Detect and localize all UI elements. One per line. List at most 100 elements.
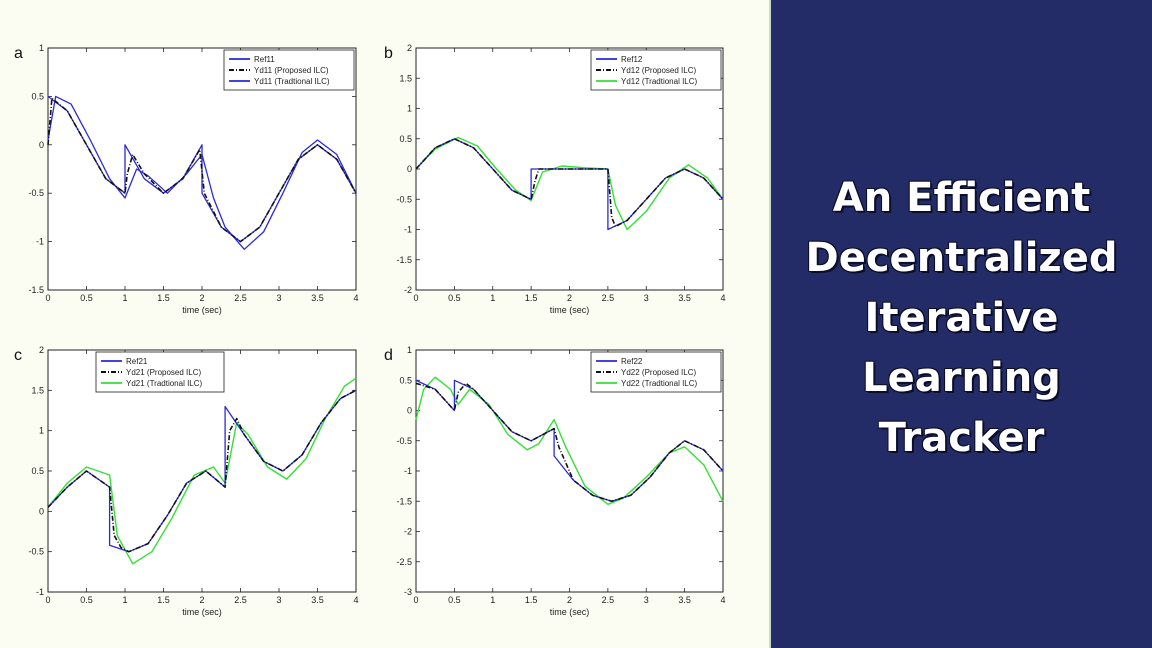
subplot-b: 0 0.5 1 1.5 2 2.5 3 3.5 4 -2 -1.5 -1 -0.5 0 0.5 1 1.5 2 ti… (384, 43, 726, 315)
y-tick-label: 0 (407, 164, 412, 174)
x-tick-label: 1.5 (525, 293, 538, 303)
x-tick-label: 3 (276, 293, 281, 303)
y-tick-label: -1 (404, 466, 412, 476)
legend-label: Yd21 (Proposed ILC) (126, 368, 201, 377)
x-tick-label: 1.5 (157, 293, 170, 303)
legend-label: Ref22 (621, 357, 643, 366)
legend-label: Yd11 (Proposed ILC) (254, 66, 329, 75)
legend-box (223, 49, 355, 91)
x-axis-label: time (sec) (550, 607, 590, 617)
x-tick-label: 0 (413, 293, 418, 303)
x-tick-label: 0 (413, 595, 418, 605)
x-axis-label: time (sec) (182, 305, 222, 315)
x-tick-label: 1 (122, 293, 127, 303)
y-tick-label: 1.5 (399, 73, 412, 83)
headline-line-5: Tracker (878, 415, 1045, 461)
y-tick-label: -1.5 (396, 255, 412, 265)
x-tick-label: 2.5 (602, 595, 615, 605)
panel-letter: c (14, 347, 22, 364)
x-tick-label: 3.5 (678, 293, 691, 303)
legend: Ref12 Yd12 (Proposed ILC) Yd12 (Tradtional… (590, 49, 722, 91)
legend-label: Ref12 (621, 55, 643, 64)
y-tick-label: 1.5 (31, 385, 44, 395)
x-tick-label: 0 (45, 293, 50, 303)
x-tick-label: 3.5 (678, 595, 691, 605)
x-tick-label: 4 (353, 293, 358, 303)
y-tick-label: 0 (39, 140, 44, 150)
y-tick-label: 2 (407, 43, 412, 53)
subplot-c: 0 0.5 1 1.5 2 2.5 3 3.5 4 -1 -0.5 0 0.5 1 1.5 2 time (se… (14, 345, 359, 617)
x-tick-label: 3 (644, 293, 649, 303)
y-tick-label: 0.5 (31, 91, 44, 101)
series-line-3 (47, 377, 357, 565)
x-tick-label: 3 (276, 595, 281, 605)
y-tick-label: 0 (39, 506, 44, 516)
x-tick-label: 0.5 (448, 293, 461, 303)
y-tick-label: 0.5 (399, 375, 412, 385)
y-tick-label: -2.5 (396, 557, 412, 567)
headline-line-1: An Efficient (832, 175, 1091, 221)
legend-label: Yd21 (Tradtional ILC) (126, 379, 203, 388)
x-tick-label: 2 (199, 293, 204, 303)
legend-label: Yd12 (Tradtional ILC) (621, 77, 698, 86)
legend: Ref22 Yd22 (Proposed ILC) Yd22 (Tradtional… (590, 351, 722, 393)
x-tick-label: 1 (490, 595, 495, 605)
x-tick-label: 2 (567, 293, 572, 303)
y-tick-label: -0.5 (396, 194, 412, 204)
series-line-2 (415, 138, 724, 228)
legend-label: Yd11 (Tradtional ILC) (254, 77, 330, 86)
legend-box (590, 351, 722, 393)
x-tick-label: 0.5 (448, 595, 461, 605)
series-line-3 (415, 136, 724, 231)
x-tick-label: 2.5 (602, 293, 615, 303)
y-tick-label: 1 (407, 104, 412, 114)
x-axis-label: time (sec) (182, 607, 222, 617)
headline-line-2: Decentralized (805, 235, 1118, 281)
headline-line-4: Learning (862, 355, 1061, 401)
x-tick-label: 1.5 (157, 595, 170, 605)
x-tick-label: 1 (490, 293, 495, 303)
legend-label: Yd12 (Proposed ILC) (621, 66, 696, 75)
legend-label: Ref21 (126, 357, 148, 366)
y-tick-label: -2 (404, 527, 412, 537)
legend: Ref11 Yd11 (Proposed ILC) Yd11 (Tradtional… (223, 49, 355, 91)
x-tick-label: 3 (644, 595, 649, 605)
y-tick-label: -1 (36, 237, 44, 247)
series-line-2 (47, 97, 357, 243)
legend-box (95, 351, 225, 393)
x-tick-label: 3.5 (311, 595, 324, 605)
subplot-a: 0 0.5 1 1.5 2 2.5 3 3.5 4 -1.5 -1 -0.5 0 0.5 1 time (se… (14, 43, 359, 315)
y-tick-label: 1 (407, 345, 412, 355)
x-tick-label: 0 (45, 595, 50, 605)
panel-divider (769, 0, 771, 648)
y-tick-label: 1 (39, 43, 44, 53)
subplot-d: 0 0.5 1 1.5 2 2.5 3 3.5 4 -3 -2.5 -2 -1.5 -1 -0.5 0 0.5 1… (384, 345, 726, 617)
y-tick-label: -1 (404, 225, 412, 235)
x-tick-label: 2 (567, 595, 572, 605)
x-tick-label: 4 (353, 595, 358, 605)
x-tick-label: 2.5 (234, 293, 247, 303)
legend-label: Yd22 (Proposed ILC) (621, 368, 696, 377)
series-line-2 (415, 382, 724, 503)
headline-line-3: Iterative (864, 295, 1059, 341)
panel-letter: d (384, 347, 393, 364)
y-tick-label: -1.5 (28, 285, 44, 295)
y-tick-label: -1.5 (396, 496, 412, 506)
x-tick-label: 3.5 (311, 293, 324, 303)
figure-subplots: 0 0.5 1 1.5 2 2.5 3 3.5 4 -1.5 -1 -0.5 0 0.5 1 time (se… (14, 43, 726, 617)
x-tick-label: 4 (720, 595, 725, 605)
x-tick-label: 1 (122, 595, 127, 605)
legend-label: Yd22 (Tradtional ILC) (621, 379, 698, 388)
x-tick-label: 1.5 (525, 595, 538, 605)
x-axis-label: time (sec) (550, 305, 590, 315)
panel-letter: b (384, 45, 393, 62)
y-tick-label: 2 (39, 345, 44, 355)
legend-label: Ref11 (254, 55, 275, 64)
x-tick-label: 0.5 (80, 293, 93, 303)
y-tick-label: 1 (39, 426, 44, 436)
title-panel: An Efficient Decentralized Iterative Lea… (771, 0, 1152, 648)
legend: Ref21 Yd21 (Proposed ILC) Yd21 (Tradtional… (95, 351, 225, 393)
panel-letter: a (14, 45, 23, 62)
series-line-2 (47, 389, 357, 553)
